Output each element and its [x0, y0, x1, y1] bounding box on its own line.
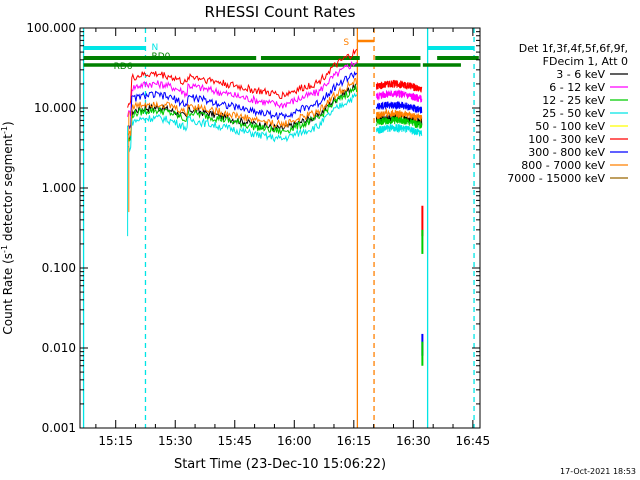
- series-lines: [127, 48, 424, 366]
- series-line: [127, 83, 358, 142]
- series-line: [127, 48, 358, 108]
- series-line: [127, 70, 358, 130]
- flag-label-rd0: RD0: [151, 52, 170, 62]
- y-axis-label-mid: detector segment: [1, 134, 15, 245]
- y-tick-label: 0.100: [42, 261, 76, 275]
- flag-label-rd6: RD6: [114, 62, 133, 72]
- x-axis: 15:15 15:30 15:45 16:00 16:15 16:30 16:45: [95, 28, 491, 448]
- legend: Det 1f,3f,4f,5f,6f,9f, FDecim 1, Att 0 3…: [507, 42, 628, 185]
- y-tick-label: 0.010: [42, 341, 76, 355]
- legend-entry-label: 12 - 25 keV: [542, 94, 605, 107]
- y-tick-label: 0.001: [42, 421, 76, 435]
- footer-timestamp: 17-Oct-2021 18:53: [560, 467, 636, 476]
- series-line: [127, 61, 358, 117]
- series-line: [375, 116, 423, 129]
- series-line: [375, 79, 423, 93]
- series-line: [127, 77, 358, 136]
- x-tick-label: 15:30: [158, 434, 193, 448]
- legend-entry-label: 3 - 6 keV: [556, 68, 605, 81]
- y-axis-label-exp1: -1: [0, 245, 9, 253]
- series-line: [375, 101, 423, 114]
- plot-frame: [79, 27, 481, 429]
- flag-label-s: S: [343, 38, 349, 48]
- series-line: [127, 92, 358, 153]
- legend-entry-label: 7000 - 15000 keV: [507, 172, 605, 185]
- x-tick-label: 15:15: [98, 434, 133, 448]
- x-tick-label: 16:00: [277, 434, 312, 448]
- legend-entry-label: 25 - 50 keV: [542, 107, 605, 120]
- series-line: [375, 108, 423, 122]
- y-axis-label: Count Rate (s-1 detector segment-1): [0, 121, 15, 334]
- legend-entry-label: 800 - 7000 keV: [521, 159, 605, 172]
- chart-title: RHESSI Count Rates: [205, 3, 356, 21]
- x-tick-label: 16:30: [396, 434, 431, 448]
- x-axis-label: Start Time (23-Dec-10 15:06:22): [174, 457, 386, 472]
- y-tick-label: 10.000: [34, 101, 76, 115]
- series-line: [375, 89, 423, 103]
- y-axis-label-exp2: -1: [0, 126, 9, 134]
- legend-entry-label: 100 - 300 keV: [528, 133, 605, 146]
- y-tick-label: 1.000: [42, 181, 76, 195]
- legend-entry-label: 6 - 12 keV: [549, 81, 605, 94]
- series-line: [127, 82, 358, 141]
- x-tick-label: 16:45: [456, 434, 491, 448]
- legend-entry-label: 50 - 100 keV: [535, 120, 605, 133]
- legend-header-line-2: FDecim 1, Att 0: [543, 55, 628, 68]
- y-axis: 100.000 10.000 1.000 0.100 0.010 0.001: [26, 21, 480, 435]
- legend-entry-label: 300 - 800 keV: [528, 146, 605, 159]
- y-axis-label-main: Count Rate (s: [1, 253, 15, 335]
- plot-area: [82, 28, 475, 428]
- series-line: [375, 123, 423, 137]
- x-tick-label: 15:45: [217, 434, 252, 448]
- flag-label-n: N: [151, 43, 158, 53]
- legend-header-line-1: Det 1f,3f,4f,5f,6f,9f,: [519, 42, 628, 55]
- x-tick-label: 16:15: [337, 434, 372, 448]
- y-tick-label: 100.000: [26, 21, 76, 35]
- y-axis-label-end: ): [1, 121, 15, 126]
